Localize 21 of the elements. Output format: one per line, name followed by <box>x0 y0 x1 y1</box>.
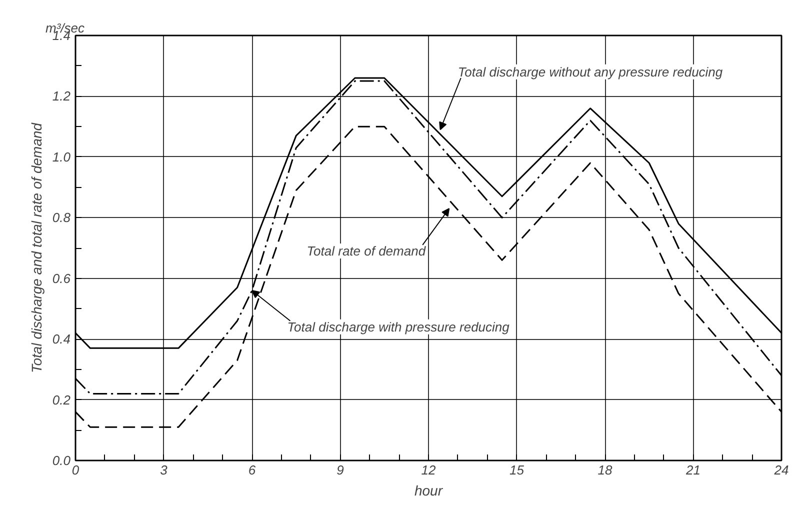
x-tick-label: 12 <box>421 462 436 478</box>
annotation: Total rate of demand <box>306 244 426 259</box>
x-tick-label: 15 <box>510 462 525 478</box>
x-tick-label: 18 <box>598 462 613 478</box>
x-axis-title: hour <box>414 482 444 498</box>
x-tick-label: 24 <box>773 462 789 478</box>
y-tick-label: 0.4 <box>52 332 71 347</box>
x-tick-label: 0 <box>72 462 80 478</box>
x-tick-label: 3 <box>160 462 168 478</box>
annotation: Total discharge without any pressure reducing <box>458 64 724 80</box>
y-tick-label: 0.6 <box>52 270 72 286</box>
x-tick-label: 9 <box>336 462 344 478</box>
y-tick-label: 1.2 <box>52 88 72 104</box>
y-tick-label: 0.0 <box>52 453 72 468</box>
y-tick-label: 0.8 <box>52 210 72 226</box>
y-tick-label: 1.0 <box>52 149 72 164</box>
annotation: Total discharge with pressure reducing <box>287 319 510 334</box>
y-tick-label: 0.2 <box>52 392 72 408</box>
x-tick-label: 21 <box>685 462 700 478</box>
y-axis-title: Total discharge and total rate of demand <box>28 122 44 374</box>
x-tick-label: 6 <box>248 462 256 478</box>
